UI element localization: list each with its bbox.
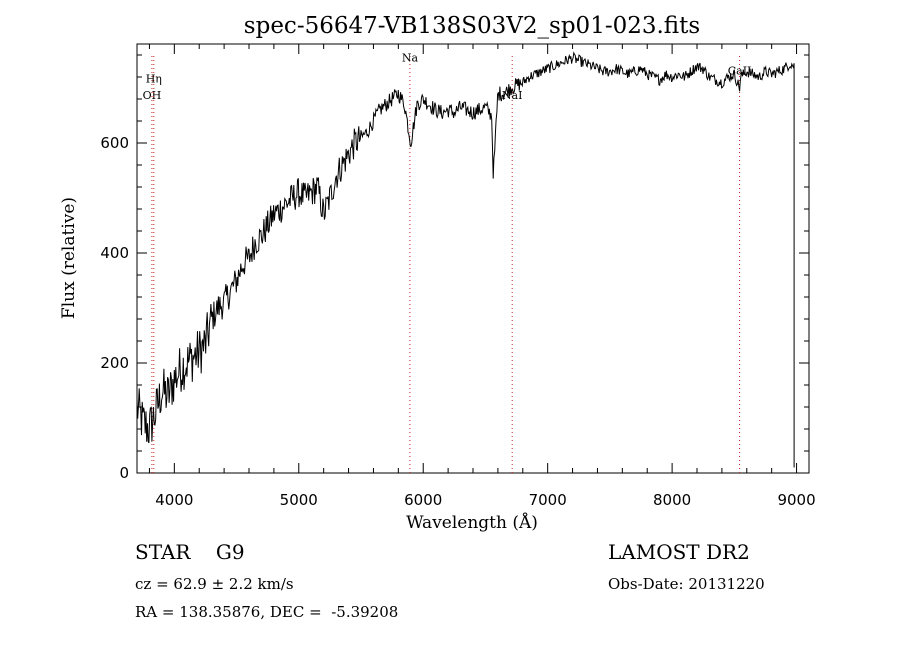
x-tick-label: 4000 bbox=[155, 491, 193, 509]
x-tick-label: 8000 bbox=[653, 491, 691, 509]
redshift-text: cz = 62.9 ± 2.2 km/s bbox=[135, 575, 294, 593]
x-tick-label: 9000 bbox=[777, 491, 815, 509]
obs-date-text: Obs-Date: 20131220 bbox=[608, 575, 765, 593]
x-tick-label: 6000 bbox=[404, 491, 442, 509]
y-tick-label: 200 bbox=[100, 354, 129, 372]
y-tick-label: 600 bbox=[100, 134, 129, 152]
coordinates-text: RA = 138.35876, DEC = -5.39208 bbox=[135, 603, 399, 621]
y-tick-label: 0 bbox=[119, 464, 129, 482]
plot-frame bbox=[136, 43, 810, 474]
spectrum-series-line bbox=[136, 51, 795, 468]
y-axis-label: Flux (relative) bbox=[59, 197, 79, 319]
axis-ticks bbox=[137, 44, 809, 474]
line-marker-label: OH bbox=[143, 89, 162, 102]
x-axis-label: Wavelength (Å) bbox=[406, 512, 538, 533]
line-marker-label: NaI bbox=[502, 89, 523, 102]
x-tick-label: 5000 bbox=[280, 491, 318, 509]
y-tick-label: 400 bbox=[100, 244, 129, 262]
chart-title: spec-56647-VB138S03V2_sp01-023.fits bbox=[244, 13, 700, 39]
axis-tick-labels: 4000 5000 6000 7000 8000 9000 0 200 400 600 bbox=[100, 134, 815, 509]
line-marker-label: Na bbox=[402, 52, 419, 65]
line-marker-label: Hη bbox=[146, 73, 162, 86]
object-class-text: STAR G9 bbox=[135, 540, 245, 564]
x-tick-label: 7000 bbox=[529, 491, 567, 509]
survey-name-text: LAMOST DR2 bbox=[608, 540, 750, 564]
